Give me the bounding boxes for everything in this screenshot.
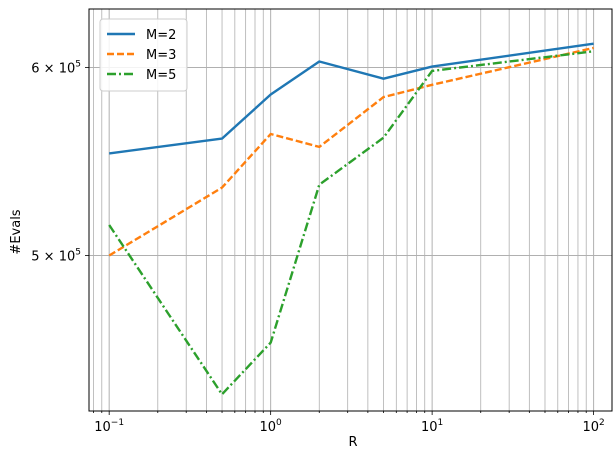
- y-tick-label: 5 × 105: [31, 247, 81, 264]
- legend-label: M=2: [146, 28, 176, 43]
- legend-label: M=5: [146, 68, 176, 83]
- series-line-m-5: [108, 50, 594, 396]
- x-tick-label: 10−1: [94, 418, 124, 435]
- axis-layer: 10−1 100 101 102 5 × 105 6 × 105: [31, 59, 604, 435]
- grid-layer: [89, 9, 612, 411]
- x-tick-label: 100: [260, 418, 283, 435]
- legend-label: M=3: [146, 48, 176, 63]
- plot-frame: [88, 8, 613, 412]
- x-tick-label: 101: [421, 418, 443, 435]
- legend-box: [99, 18, 188, 92]
- series-line-m-3: [108, 46, 594, 257]
- series-line-m-2: [109, 42, 594, 155]
- series-layer: [108, 42, 594, 396]
- y-tick-label: 6 × 105: [31, 59, 81, 76]
- x-tick-label: 102: [582, 418, 604, 435]
- x-axis-label: R: [348, 435, 357, 450]
- y-axis-label: #Evals: [9, 209, 24, 254]
- legend: M=2 M=3 M=5: [99, 18, 188, 92]
